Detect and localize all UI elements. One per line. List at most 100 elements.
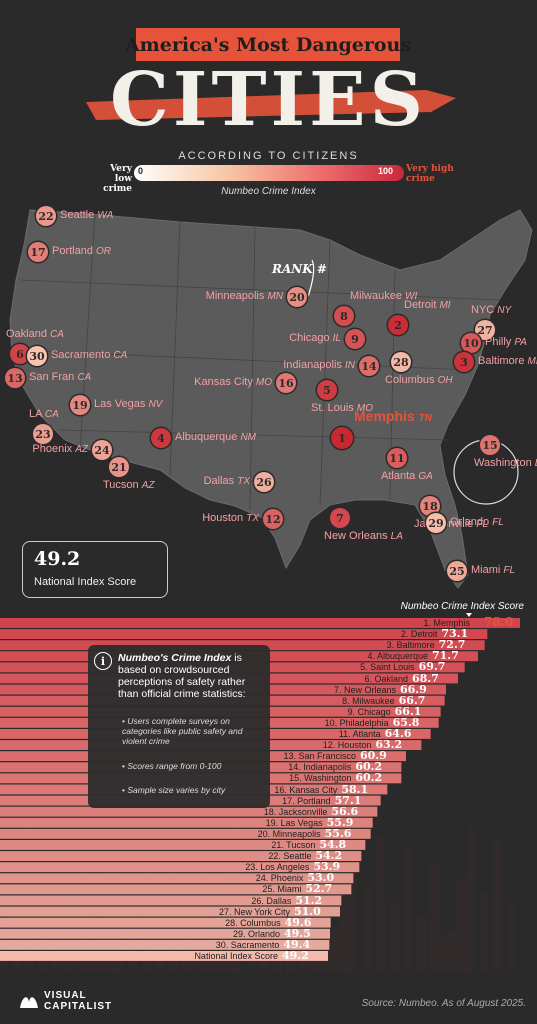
city-label: Milwaukee WI: [350, 290, 418, 302]
city-rank-bubble: 18: [420, 496, 440, 516]
chart-title: Numbeo Crime Index Score: [400, 601, 524, 612]
bar: [0, 629, 488, 639]
city-rank-bubble: 30: [27, 346, 47, 366]
city-label: Minneapolis MN: [205, 290, 283, 302]
bar: [0, 817, 373, 828]
bar-value-label: 58.1: [341, 782, 369, 796]
skyline-building: [390, 903, 399, 973]
city-rank-bubble: 3: [454, 352, 474, 372]
bar-category-label: 26. Dallas: [251, 895, 292, 906]
bar-value-label: 63.2: [375, 738, 403, 752]
bar: [0, 840, 366, 850]
city-label: Chicago IL: [289, 332, 341, 344]
city-rank-bubble: 15: [480, 435, 500, 455]
info-bullet-1: • Users complete surveys on categories l…: [122, 716, 243, 746]
city-label: Orlando FL: [450, 516, 504, 528]
city-label: Phoenix AZ: [32, 443, 88, 455]
city-label: Las Vegas NV: [94, 398, 163, 410]
bar: [0, 917, 331, 928]
brush-stroke: [86, 90, 456, 120]
bar-category-label: 23. Los Angeles: [245, 862, 310, 873]
axis-pointer-icon: [466, 613, 472, 617]
bar: [0, 873, 354, 884]
logo-icon: [20, 997, 38, 1008]
color-scale-bar: [134, 165, 404, 181]
bar-value-label: 49.2: [282, 949, 309, 962]
bar-value-label: 71.7: [432, 649, 459, 663]
city-rank-bubble: 14: [359, 356, 379, 376]
city-label: San Fran CA: [29, 371, 92, 383]
bar-category-label: 7. New Orleans: [333, 684, 396, 695]
skyline-building: [455, 878, 469, 973]
bar-category-label: 11. Atlanta: [338, 729, 381, 739]
bar: [0, 884, 352, 895]
bar-category-label: 28. Columbus: [225, 917, 281, 928]
bar-category-label: 29. Orlando: [232, 928, 280, 939]
skyline-building: [338, 875, 352, 973]
bar-category-label: 12. Houston: [322, 740, 372, 751]
city-label: Indianapolis IN: [283, 359, 355, 371]
bar-value-label: 55.6: [324, 826, 352, 840]
city-rank-bubble: 29: [426, 513, 446, 533]
city-rank-bubble: 21: [109, 457, 129, 477]
bar-category-label: 2. Detroit: [400, 629, 438, 640]
bar: [0, 618, 520, 628]
bar-value-label: 68.7: [412, 671, 439, 685]
city-rank-bubble: 10: [461, 333, 481, 353]
bar-category-label: 13. San Francisco: [283, 751, 356, 762]
city-label: New Orleans LA: [324, 530, 403, 542]
bar-category-label: 30. Sacramento: [215, 939, 280, 950]
city-rank-bubble: 20: [287, 287, 307, 307]
skyline-building: [494, 839, 502, 973]
bar-value-label: 65.8: [392, 715, 420, 729]
national-score-label: National Index Score: [34, 576, 137, 588]
city-rank-bubble: 8: [334, 306, 354, 326]
logo-text: VISUAL CAPITALIST: [44, 990, 113, 1012]
bar-value-label: 66.7: [398, 693, 426, 707]
bar-value-label: 53.9: [313, 860, 341, 874]
bar-value-label: 52.7: [305, 882, 333, 896]
city-label: Baltimore MD: [478, 355, 537, 367]
city-rank-bubble: 24: [92, 440, 112, 460]
bar-value-label: 49.4: [283, 937, 311, 951]
bar-value-label: 66.1: [394, 704, 422, 718]
city-label: Miami FL: [471, 564, 516, 576]
city-rank-bubble: 22: [36, 206, 56, 226]
skyline-building: [377, 836, 385, 973]
bar: [0, 862, 360, 873]
bar-value-label: 72.7: [438, 638, 466, 652]
bar-category-label: 20. Minneapolis: [257, 828, 321, 839]
city-label: St. Louis MO: [311, 402, 373, 414]
bar-category-label: 3. Baltimore: [386, 640, 435, 651]
bar: [0, 895, 342, 906]
city-label: Kansas City MO: [194, 376, 272, 388]
rank-annotation: RANK #: [272, 262, 327, 276]
bar-value-label: 51.2: [295, 893, 323, 907]
city-rank-bubble: 16: [276, 373, 296, 393]
legend-low-label: Very low crime: [103, 164, 132, 194]
bar-category-label: 15. Washington: [289, 773, 352, 784]
skyline-building: [416, 917, 427, 973]
skyline-building: [130, 883, 137, 973]
city-rank-bubble: 5: [317, 380, 337, 400]
city-rank-bubble: 19: [70, 395, 90, 415]
bar: [0, 828, 371, 839]
bar-value-label: 69.7: [418, 660, 446, 674]
legend-high-label: Very high crime: [406, 164, 454, 184]
city-label: Houston TX: [202, 512, 259, 524]
scale-max-label: 100: [378, 166, 394, 176]
city-rank-bubble: 6: [10, 344, 30, 364]
skyline-building: [325, 928, 338, 973]
city-rank-bubble: 4: [151, 428, 171, 448]
city-rank-bubble: 13: [5, 368, 25, 388]
bar-category-label: 10. Philadelphia: [324, 717, 389, 728]
city-rank-bubble: 25: [447, 561, 467, 581]
city-label: Portland OR: [52, 245, 112, 257]
bar-value-label: 49.5: [284, 926, 311, 940]
source-note: Source: Numbeo. As of August 2025.: [361, 998, 526, 1009]
bar-category-label: National Index Score: [194, 951, 278, 961]
bar-category-label: 6. Oakland: [364, 673, 408, 684]
city-label: Oakland CA: [6, 328, 64, 340]
big-title-word: CITIES: [109, 57, 428, 143]
us-map: [9, 209, 533, 589]
